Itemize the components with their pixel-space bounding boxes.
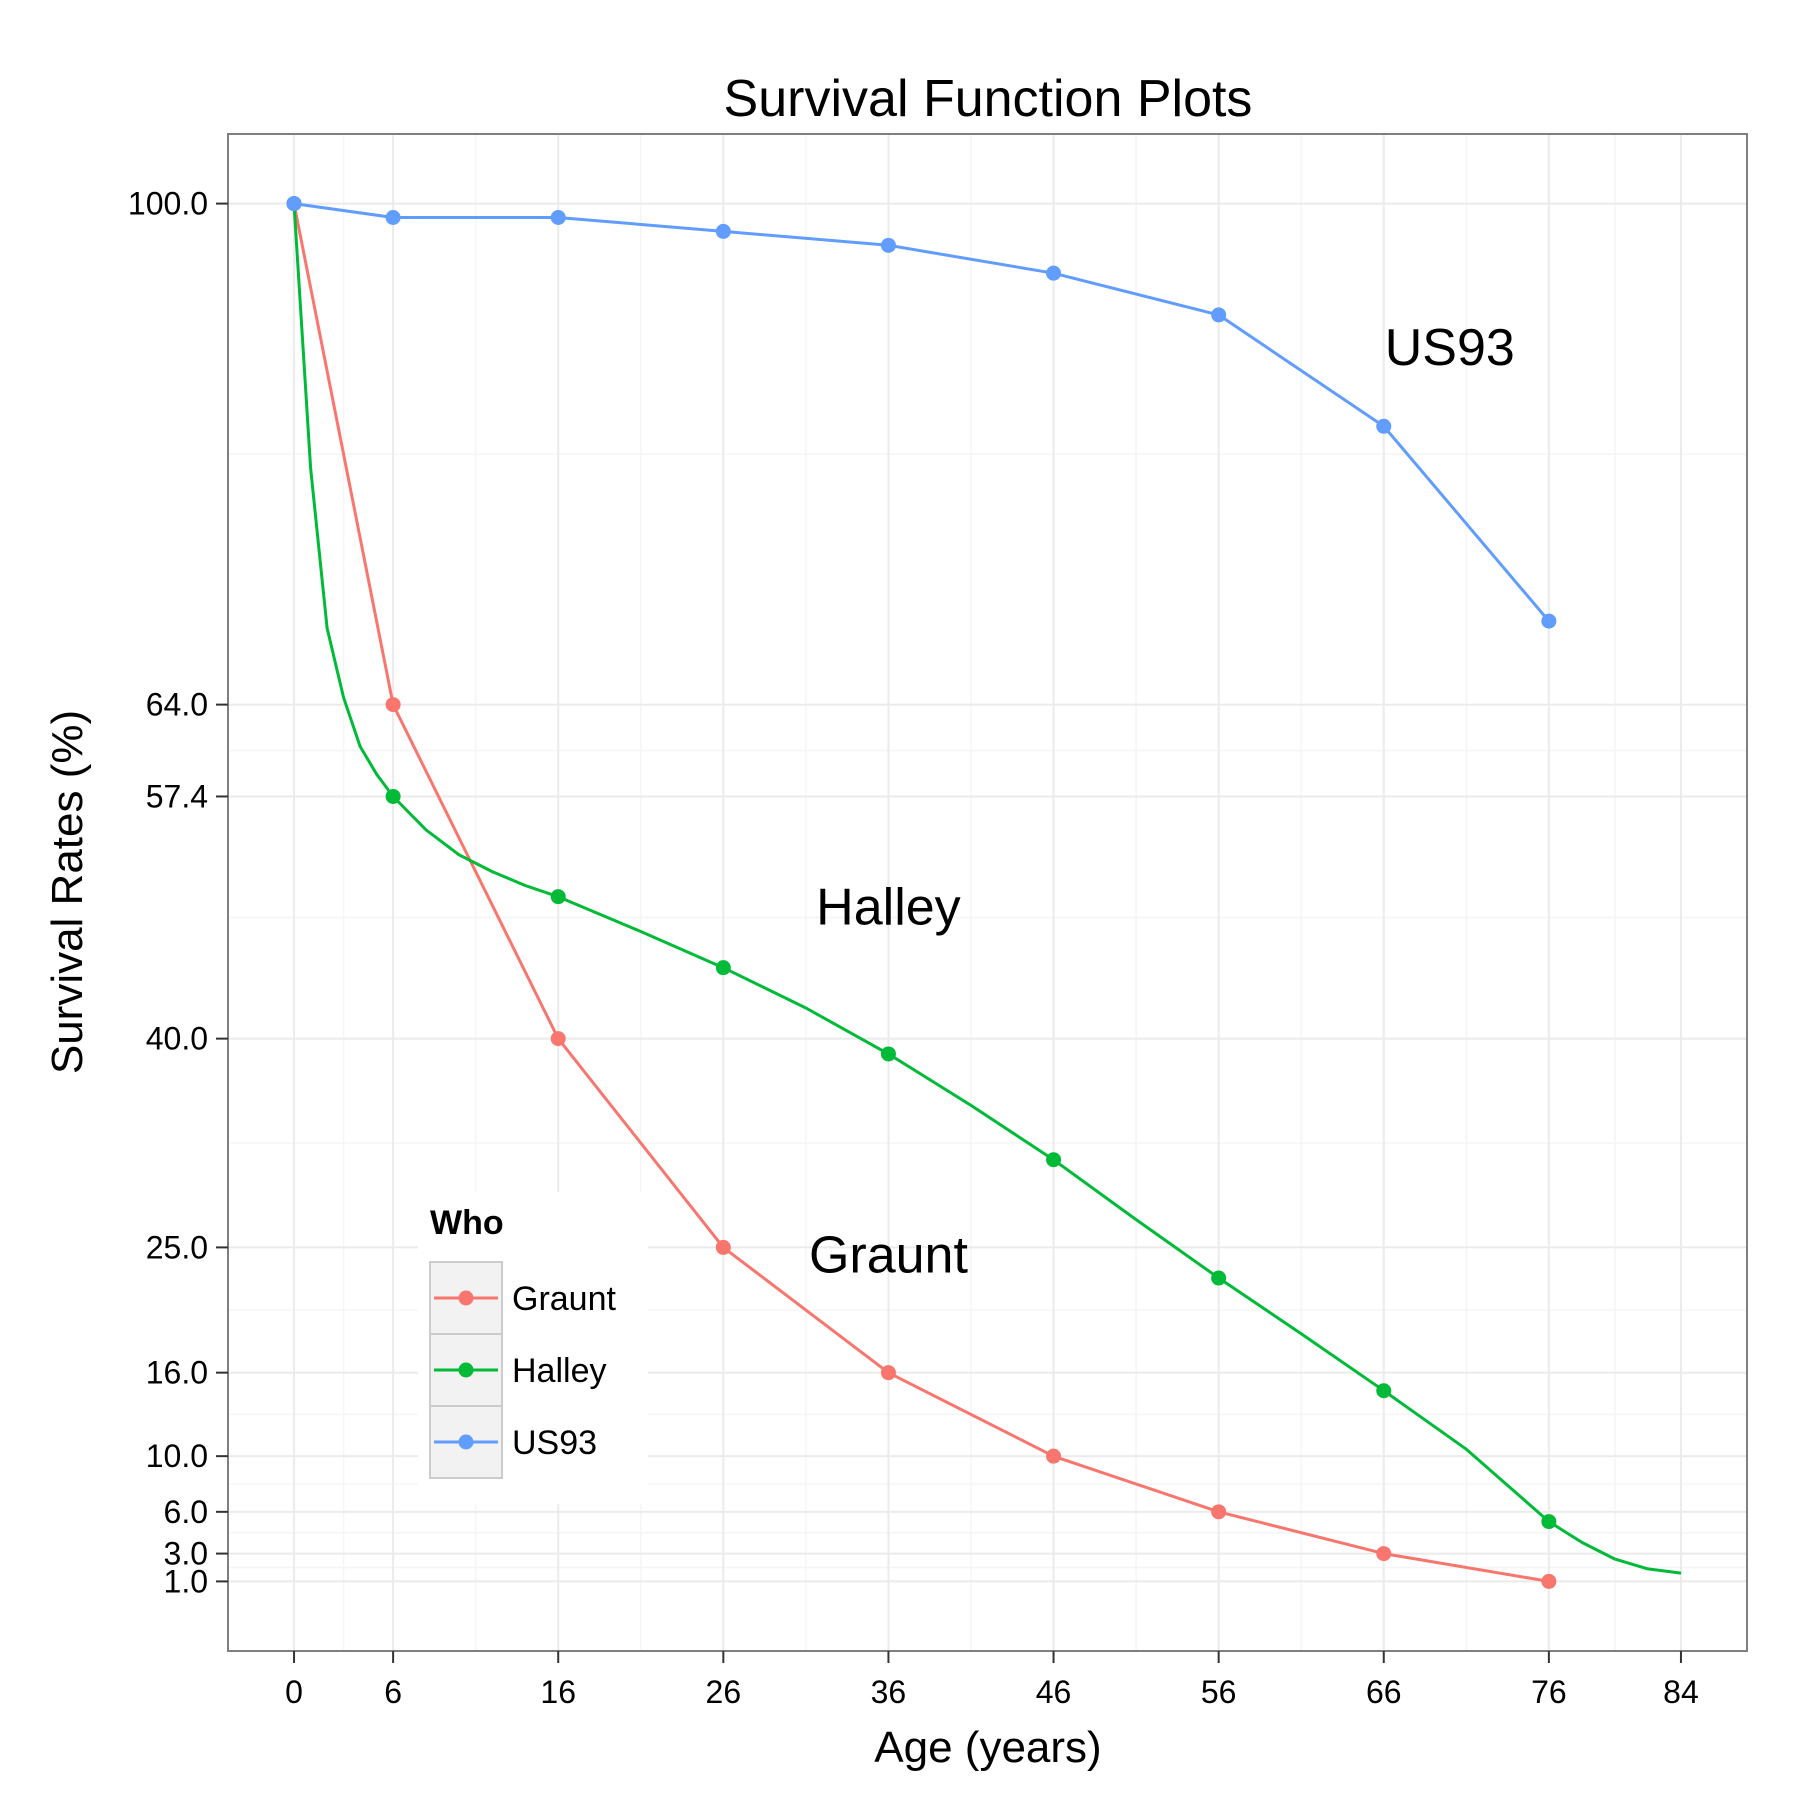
data-point-us93 (715, 223, 731, 239)
legend-title: Who (430, 1204, 504, 1242)
data-point-us93 (550, 210, 566, 226)
data-point-halley (1541, 1514, 1557, 1530)
legend-label-graunt: Graunt (512, 1280, 616, 1318)
y-tick-label: 25.0 (146, 1229, 208, 1265)
data-point-us93 (1541, 613, 1557, 629)
data-point-graunt (1211, 1504, 1227, 1520)
annotations: US93 Halley Graunt (809, 319, 1515, 1284)
data-point-halley (715, 960, 731, 976)
x-tick-label: 26 (706, 1674, 742, 1710)
x-axis-title: Age (years) (874, 1723, 1101, 1772)
x-tick-label: 84 (1663, 1674, 1699, 1710)
y-tick-label: 10.0 (146, 1438, 208, 1474)
legend-label-halley: Halley (512, 1352, 606, 1390)
data-point-us93 (880, 237, 896, 253)
data-point-halley (385, 788, 401, 804)
data-point-halley (880, 1046, 896, 1062)
data-point-halley (1211, 1270, 1227, 1286)
y-tick-label: 64.0 (146, 687, 208, 723)
data-point-graunt (1046, 1448, 1062, 1464)
y-tick-label: 40.0 (146, 1021, 208, 1057)
chart-title: Survival Function Plots (724, 70, 1253, 128)
data-point-graunt (385, 697, 401, 713)
data-point-halley (1376, 1383, 1392, 1399)
y-tick-label: 57.4 (146, 778, 208, 814)
series-line-halley (292, 203, 1682, 1575)
y-tick-label: 6.0 (164, 1494, 208, 1530)
legend-point-halley (458, 1362, 474, 1378)
data-point-us93 (385, 210, 401, 226)
x-tick-label: 0 (285, 1674, 303, 1710)
series-points (286, 196, 1557, 1589)
data-point-us93 (1211, 307, 1227, 323)
data-point-halley (550, 889, 566, 905)
y-tick-label: 1.0 (164, 1563, 208, 1599)
data-point-us93 (1046, 265, 1062, 281)
data-point-graunt (1376, 1546, 1392, 1562)
y-tick-label: 3.0 (164, 1536, 208, 1572)
legend-point-graunt (458, 1290, 474, 1306)
x-tick-label: 56 (1201, 1674, 1237, 1710)
data-point-graunt (880, 1365, 896, 1381)
legend-point-us93 (458, 1434, 474, 1450)
x-tick-label: 66 (1366, 1674, 1402, 1710)
y-axis-title: Survival Rates (%) (43, 710, 92, 1074)
y-axis: 1.03.0 6.0 10.0 16.0 25.0 40.0 57.4 64.0 100.0 (128, 186, 228, 1599)
data-point-us93 (286, 196, 302, 212)
x-tick-label: 6 (384, 1674, 402, 1710)
x-tick-label: 76 (1531, 1674, 1567, 1710)
y-tick-label: 100.0 (128, 186, 208, 222)
data-point-graunt (1541, 1573, 1557, 1589)
data-point-us93 (1376, 418, 1392, 434)
x-axis: 0 6 16 26 36 46 56 66 76 84 (285, 1651, 1699, 1710)
annotation-us93: US93 (1385, 319, 1515, 377)
x-tick-label: 16 (540, 1674, 576, 1710)
x-tick-label: 46 (1036, 1674, 1072, 1710)
annotation-halley: Halley (816, 878, 961, 936)
legend-label-us93: US93 (512, 1424, 597, 1462)
minor-grid (228, 134, 1747, 1651)
x-tick-label: 36 (871, 1674, 907, 1710)
annotation-graunt: Graunt (809, 1226, 969, 1284)
y-tick-label: 16.0 (146, 1355, 208, 1391)
data-point-halley (1046, 1152, 1062, 1168)
data-point-graunt (550, 1031, 566, 1047)
data-point-graunt (715, 1239, 731, 1255)
plot-border (227, 133, 1748, 1652)
